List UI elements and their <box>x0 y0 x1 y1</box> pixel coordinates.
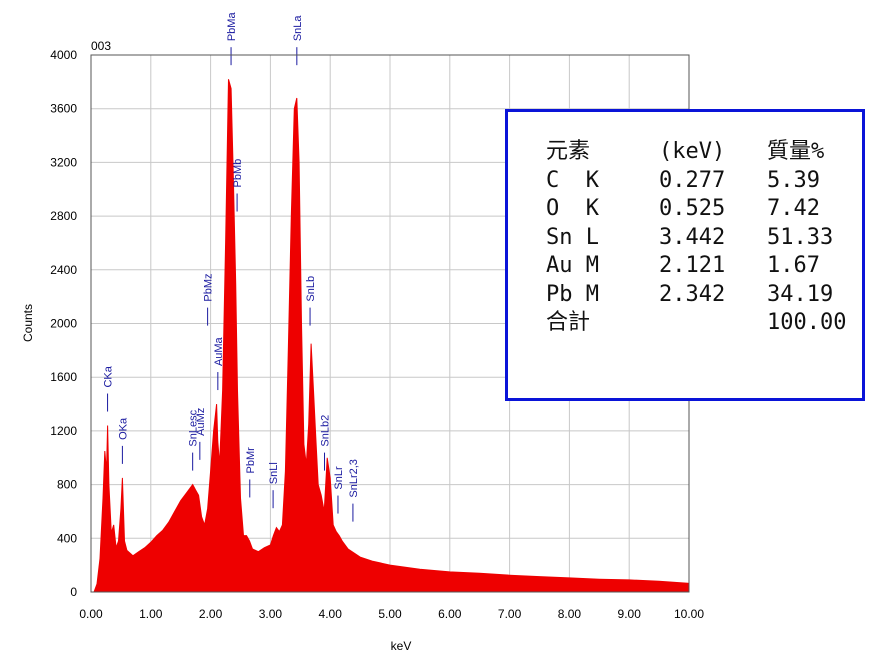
row-element: O K <box>546 196 599 222</box>
peak-label: CKa <box>103 365 115 387</box>
x-tick-label: 7.00 <box>498 607 522 621</box>
y-tick-label: 1200 <box>50 424 77 438</box>
y-tick-label: 3600 <box>50 102 77 116</box>
quantification-table-body: 元素 (keV) 質量% C K 0.277 5.39 O K 0.525 7.… <box>546 138 846 338</box>
y-tick-label: 800 <box>57 478 77 492</box>
y-axis-title: Counts <box>21 304 35 342</box>
row-mass-percent: 51.33 <box>767 224 834 250</box>
x-tick-label: 8.00 <box>558 607 582 621</box>
row-kev: 2.121 <box>659 253 726 279</box>
x-tick-label: 9.00 <box>618 607 642 621</box>
peak-label: PbMz <box>203 273 215 301</box>
peak-label: SnLa <box>292 15 304 42</box>
row-element: Au M <box>546 253 599 279</box>
table-row: Au M 2.121 1.67 <box>546 252 846 281</box>
peak-label: SnLr <box>333 466 345 490</box>
table-header-row: 元素 (keV) 質量% <box>546 138 846 167</box>
spectrum-area <box>93 79 690 593</box>
header-kev: (keV) <box>659 139 726 165</box>
peak-label: SnLl <box>268 462 280 484</box>
x-tick-label: 0.00 <box>79 607 103 621</box>
peak-label: SnLr2,3 <box>348 459 360 498</box>
peak-label: AuMa <box>213 336 225 366</box>
x-axis-title: keV <box>391 639 412 653</box>
total-label: 合計 <box>546 310 591 336</box>
peak-label: PbMb <box>232 159 244 188</box>
x-tick-label: 3.00 <box>259 607 283 621</box>
row-kev: 0.277 <box>659 167 726 193</box>
table-row: Pb M 2.342 34.19 <box>546 281 846 310</box>
row-mass-percent: 5.39 <box>767 167 820 193</box>
peak-label: OKa <box>117 417 129 440</box>
x-tick-label: 5.00 <box>378 607 402 621</box>
header-element: 元素 <box>546 139 591 165</box>
x-tick-label: 2.00 <box>199 607 223 621</box>
header-mass-percent: 質量% <box>767 139 825 165</box>
peak-label: SnLesc <box>188 409 200 446</box>
y-tick-labels: 0 400 800 1200 1600 2000 2400 2800 3200 3600 4000 <box>50 48 77 599</box>
y-tick-label: 2400 <box>50 263 77 277</box>
row-mass-percent: 1.67 <box>767 253 820 279</box>
quantification-table: 元素 (keV) 質量% C K 0.277 5.39 O K 0.525 7.… <box>546 138 846 338</box>
row-kev: 0.525 <box>659 196 726 222</box>
peak-label: PbMr <box>245 447 257 474</box>
table-row: O K 0.525 7.42 <box>546 195 846 224</box>
quantification-results-box: 元素 (keV) 質量% C K 0.277 5.39 O K 0.525 7.… <box>505 109 865 401</box>
x-tick-label: 6.00 <box>438 607 462 621</box>
x-tick-label: 1.00 <box>139 607 163 621</box>
y-tick-label: 3200 <box>50 155 77 169</box>
x-tick-label: 10.00 <box>674 607 704 621</box>
y-tick-label: 1600 <box>50 370 77 384</box>
row-kev: 3.442 <box>659 224 726 250</box>
row-element: Pb M <box>546 281 599 307</box>
x-tick-label: 4.00 <box>319 607 343 621</box>
row-kev: 2.342 <box>659 281 726 307</box>
y-tick-label: 0 <box>70 585 77 599</box>
row-mass-percent: 34.19 <box>767 281 834 307</box>
y-tick-label: 2800 <box>50 209 77 223</box>
y-tick-label: 2000 <box>50 317 77 331</box>
peak-label: SnLb2 <box>320 415 332 447</box>
table-row: Sn L 3.442 51.33 <box>546 224 846 253</box>
row-mass-percent: 7.42 <box>767 196 820 222</box>
table-total-row: 合計 100.00 <box>546 309 846 338</box>
x-tick-labels: 0.00 1.00 2.00 3.00 4.00 5.00 6.00 7.00 8.00 9.00… <box>79 607 704 621</box>
peak-label: PbMa <box>226 12 238 42</box>
total-mass-percent: 100.00 <box>767 310 847 336</box>
row-element: C K <box>546 167 599 193</box>
chart-title: 003 <box>91 39 111 53</box>
total-kev <box>659 309 767 338</box>
spectrum-layer <box>93 79 690 593</box>
row-element: Sn L <box>546 224 599 250</box>
y-tick-label: 400 <box>57 531 77 545</box>
table-row: C K 0.277 5.39 <box>546 167 846 196</box>
y-tick-label: 4000 <box>50 48 77 62</box>
peak-label: SnLb <box>305 276 317 302</box>
peak-label: AuMz <box>195 408 207 436</box>
